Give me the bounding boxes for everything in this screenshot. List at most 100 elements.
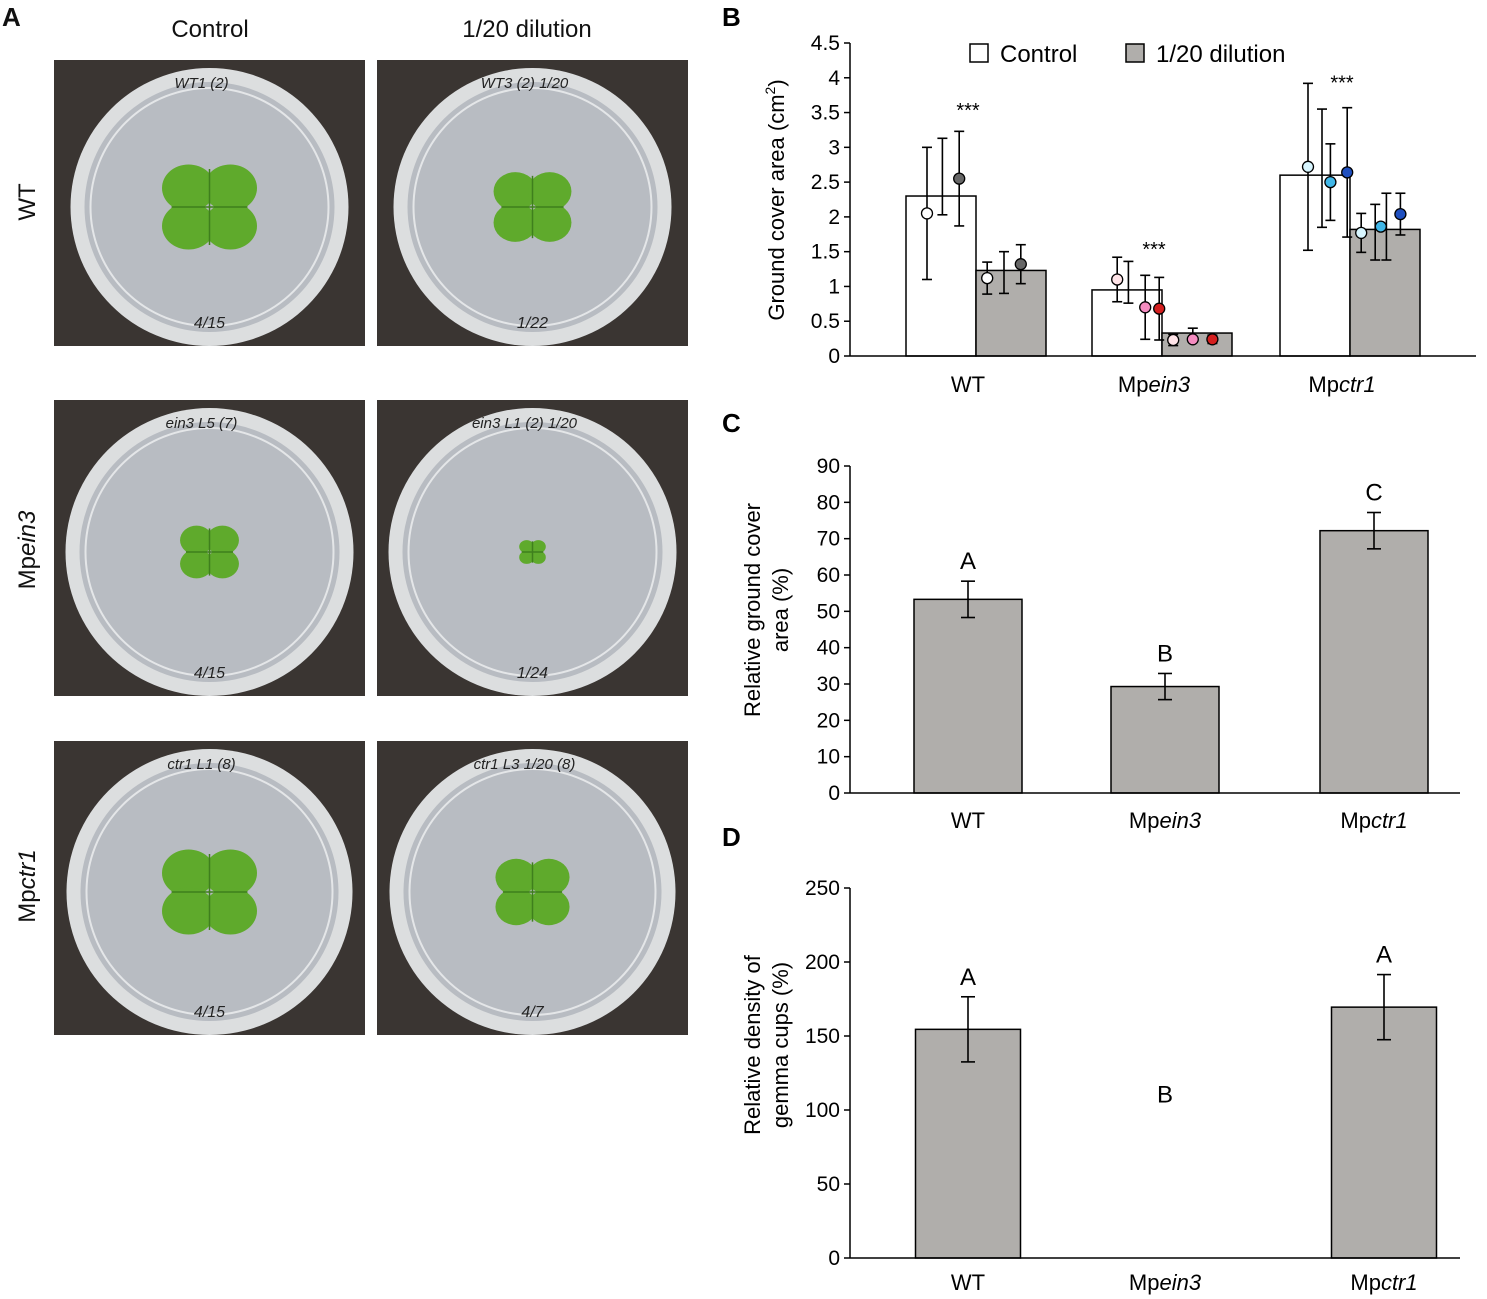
y-axis-label-line: gemma cups (%) <box>768 962 793 1128</box>
group-letter: A <box>1376 942 1392 969</box>
thallus-lobe <box>203 887 257 935</box>
bar <box>1330 1006 1438 1259</box>
thallus-lobe <box>519 540 535 554</box>
x-tick-label: Mpein3 <box>1118 372 1191 397</box>
thallus-lobe <box>527 172 572 211</box>
thallus-lobe <box>530 540 546 554</box>
y-tick-label: 2 <box>828 206 840 229</box>
thallus-lobe <box>493 203 538 242</box>
data-point <box>1167 333 1180 347</box>
plate-note-top: ctr1 L1 (8) <box>167 756 235 773</box>
plate-note-top: WT1 (2) <box>174 75 228 92</box>
x-tick-prefix: Mp <box>1340 808 1371 833</box>
y-axis-label: Ground cover area (cm2) <box>762 79 789 320</box>
thallus-lobe <box>203 202 257 250</box>
plate-note-bottom: 1/24 <box>517 665 548 682</box>
y-axis-label-line: Relative density of <box>740 954 765 1135</box>
thallus-lobe <box>495 888 537 926</box>
y-tick-label: 200 <box>805 951 840 974</box>
x-tick-italic: ctr1 <box>1371 808 1408 833</box>
plate-photo-mpein3-dilution: ein3 L1 (2) 1/20 1/24 <box>377 400 688 696</box>
thallus <box>180 525 239 579</box>
thallus-lobe <box>162 164 216 212</box>
y-tick-label: 40 <box>817 637 840 660</box>
plate-photo-mpein3-control: ein3 L5 (7) 4/15 <box>54 400 365 696</box>
y-tick-label: 90 <box>817 455 840 478</box>
y-tick-label: 0.5 <box>811 310 840 333</box>
y-axis-label-end: ) <box>764 79 789 86</box>
charts-canvas: B C D 00.511.522.533.544.5*********WT Mpe… <box>722 2 1476 1295</box>
x-tick-prefix: Mp <box>1118 372 1149 397</box>
y-tick-label: 10 <box>817 746 840 769</box>
thallus-lobe <box>495 858 537 896</box>
significance-marker: *** <box>1142 239 1166 261</box>
x-tick-label: Mpein3 <box>1129 1270 1202 1295</box>
data-point <box>1355 226 1368 240</box>
x-tick-plain: WT <box>951 1270 985 1295</box>
y-tick-label: 0 <box>828 1247 840 1270</box>
thallus-lobe <box>203 849 257 897</box>
data-point <box>1206 333 1219 346</box>
thallus <box>519 540 546 564</box>
thallus-lobe <box>205 549 239 579</box>
group-letter: B <box>1157 1082 1173 1109</box>
plate-photo-mpctr1-dilution: ctr1 L3 1/20 (8) 4/7 <box>377 741 688 1035</box>
x-tick-italic: ctr1 <box>1381 1270 1418 1295</box>
plate-note-bottom: 1/22 <box>517 315 548 332</box>
plate-note-top: ctr1 L3 1/20 (8) <box>474 756 576 773</box>
y-tick-label: 20 <box>817 709 840 732</box>
thallus-lobe <box>519 550 535 564</box>
y-axis-label-sup: 2 <box>762 86 778 94</box>
x-tick-italic: ein3 <box>1148 372 1190 397</box>
group-letter: A <box>960 964 976 991</box>
x-tick-prefix: Mp <box>1350 1270 1381 1295</box>
y-axis-label-line: area (%) <box>768 568 793 652</box>
y-tick-label: 3 <box>828 136 840 159</box>
bar-control <box>1279 174 1351 357</box>
thallus-lobe <box>530 550 546 564</box>
chart-b-ground-cover: 00.511.522.533.544.5*********WT Mpein3 Mpc… <box>762 32 1476 397</box>
x-tick-label: Mpctr1 <box>1350 1270 1417 1295</box>
plate-note-bottom: 4/7 <box>521 1004 544 1021</box>
panel-letter-a: A <box>2 2 21 32</box>
legend-label-control: Control <box>1000 41 1077 68</box>
legend-label-dilution: 1/20 dilution <box>1156 41 1285 68</box>
y-axis-label: Relative density of gemma cups (%) <box>740 954 793 1135</box>
data-point <box>1186 333 1199 346</box>
legend-swatch-control <box>969 43 989 63</box>
bar <box>1319 529 1429 794</box>
bar <box>913 598 1023 794</box>
group-letter: C <box>1365 480 1382 507</box>
row-label-mpein3: Mpein3 <box>14 510 41 590</box>
plate-note-top: WT3 (2) 1/20 <box>481 75 569 92</box>
column-header-dilution: 1/20 dilution <box>462 16 592 43</box>
panel-letter-d: D <box>722 822 741 852</box>
thallus-lobe <box>527 203 572 242</box>
x-tick-italic: ein3 <box>1159 808 1201 833</box>
plate-inner-rim <box>84 427 335 677</box>
y-tick-label: 2.5 <box>811 171 840 194</box>
x-tick-prefix: Mp <box>1308 372 1339 397</box>
group-letter: B <box>1157 640 1173 667</box>
thallus-lobe <box>205 525 239 555</box>
y-tick-label: 30 <box>817 673 840 696</box>
legend-swatch-dilution <box>1125 43 1145 63</box>
y-tick-label: 1 <box>828 275 840 298</box>
group-letter: A <box>960 548 976 575</box>
data-point <box>1014 258 1027 271</box>
panel-letter-b: B <box>722 2 741 32</box>
thallus-lobe <box>528 858 570 896</box>
y-axis-label-main: Ground cover area (cm <box>764 94 789 320</box>
plate-note-bottom: 4/15 <box>194 315 225 332</box>
row-label-wt: WT <box>14 183 41 221</box>
plate-inner-rim <box>89 87 330 327</box>
x-tick-plain: WT <box>951 808 985 833</box>
plate-inner-rim <box>408 768 657 1016</box>
data-point <box>1341 166 1354 179</box>
significance-marker: *** <box>956 100 980 122</box>
x-tick-label: WT <box>951 372 985 397</box>
thallus <box>162 849 257 935</box>
thallus-lobe <box>203 164 257 212</box>
plate-photo-mpctr1-control: ctr1 L1 (8) 4/15 <box>54 741 365 1035</box>
x-tick-label: Mpctr1 <box>1308 372 1375 397</box>
